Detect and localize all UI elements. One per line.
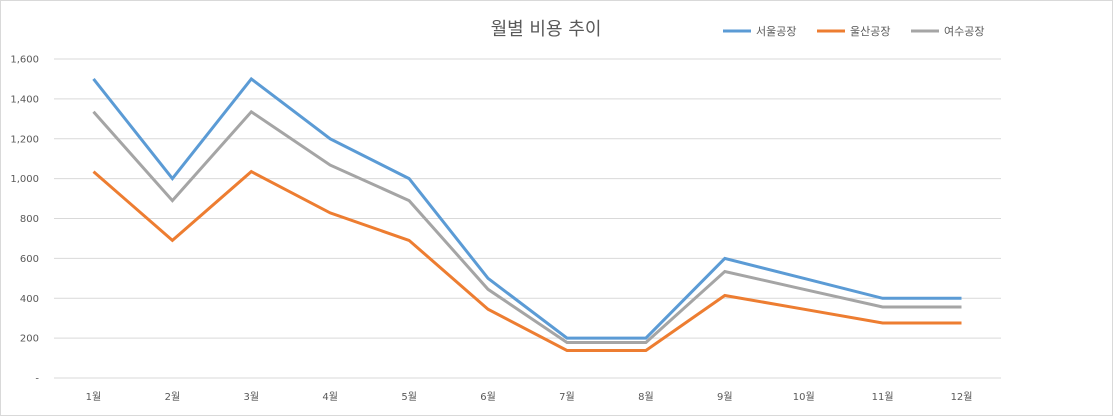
legend-label: 울산공장 — [850, 25, 890, 38]
y-tick-label: - — [35, 374, 39, 385]
x-tick-label: 5월 — [401, 391, 417, 403]
x-tick-label: 4월 — [322, 391, 338, 403]
series-line-2 — [92, 169, 962, 352]
legend-item: 여수공장 — [911, 25, 984, 38]
x-tick-label: 3월 — [244, 391, 260, 403]
x-tick-label: 9월 — [717, 391, 733, 403]
legend-item: 울산공장 — [817, 25, 890, 38]
y-tick-label: 1,600 — [10, 55, 39, 66]
legend-label: 서울공장 — [756, 25, 796, 38]
y-tick-label: 200 — [20, 334, 39, 345]
series-line-1 — [92, 76, 962, 340]
x-tick-label: 8월 — [638, 391, 654, 403]
x-tick-label: 12월 — [951, 391, 973, 403]
y-tick-label: 1,200 — [10, 134, 39, 145]
x-tick-label: 10월 — [793, 391, 815, 403]
y-tick-label: 400 — [20, 294, 39, 305]
y-tick-label: 1,000 — [10, 174, 39, 185]
x-axis-ticks: 1월 2월 3월 4월 5월 6월 7월 8월 9월 10월 11월 12월 — [86, 391, 973, 403]
legend: 서울공장 울산공장 여수공장 — [723, 25, 984, 38]
y-tick-label: 600 — [20, 254, 39, 265]
chart-title: 월별 비용 추이 — [491, 19, 602, 40]
y-axis-ticks: - 200 400 600 800 1,000 1,200 1,400 1,600 — [10, 55, 39, 385]
y-tick-label: 800 — [20, 214, 39, 225]
x-tick-label: 6월 — [480, 391, 496, 403]
legend-item: 서울공장 — [723, 25, 796, 38]
legend-label: 여수공장 — [944, 25, 984, 38]
series-lines — [92, 76, 962, 352]
x-tick-label: 2월 — [165, 391, 181, 403]
gridlines — [54, 58, 1001, 379]
x-tick-label: 1월 — [86, 391, 102, 403]
x-tick-label: 11월 — [872, 391, 894, 403]
x-tick-label: 7월 — [559, 391, 575, 403]
series-line-3 — [92, 109, 962, 344]
y-tick-label: 1,400 — [10, 94, 39, 105]
